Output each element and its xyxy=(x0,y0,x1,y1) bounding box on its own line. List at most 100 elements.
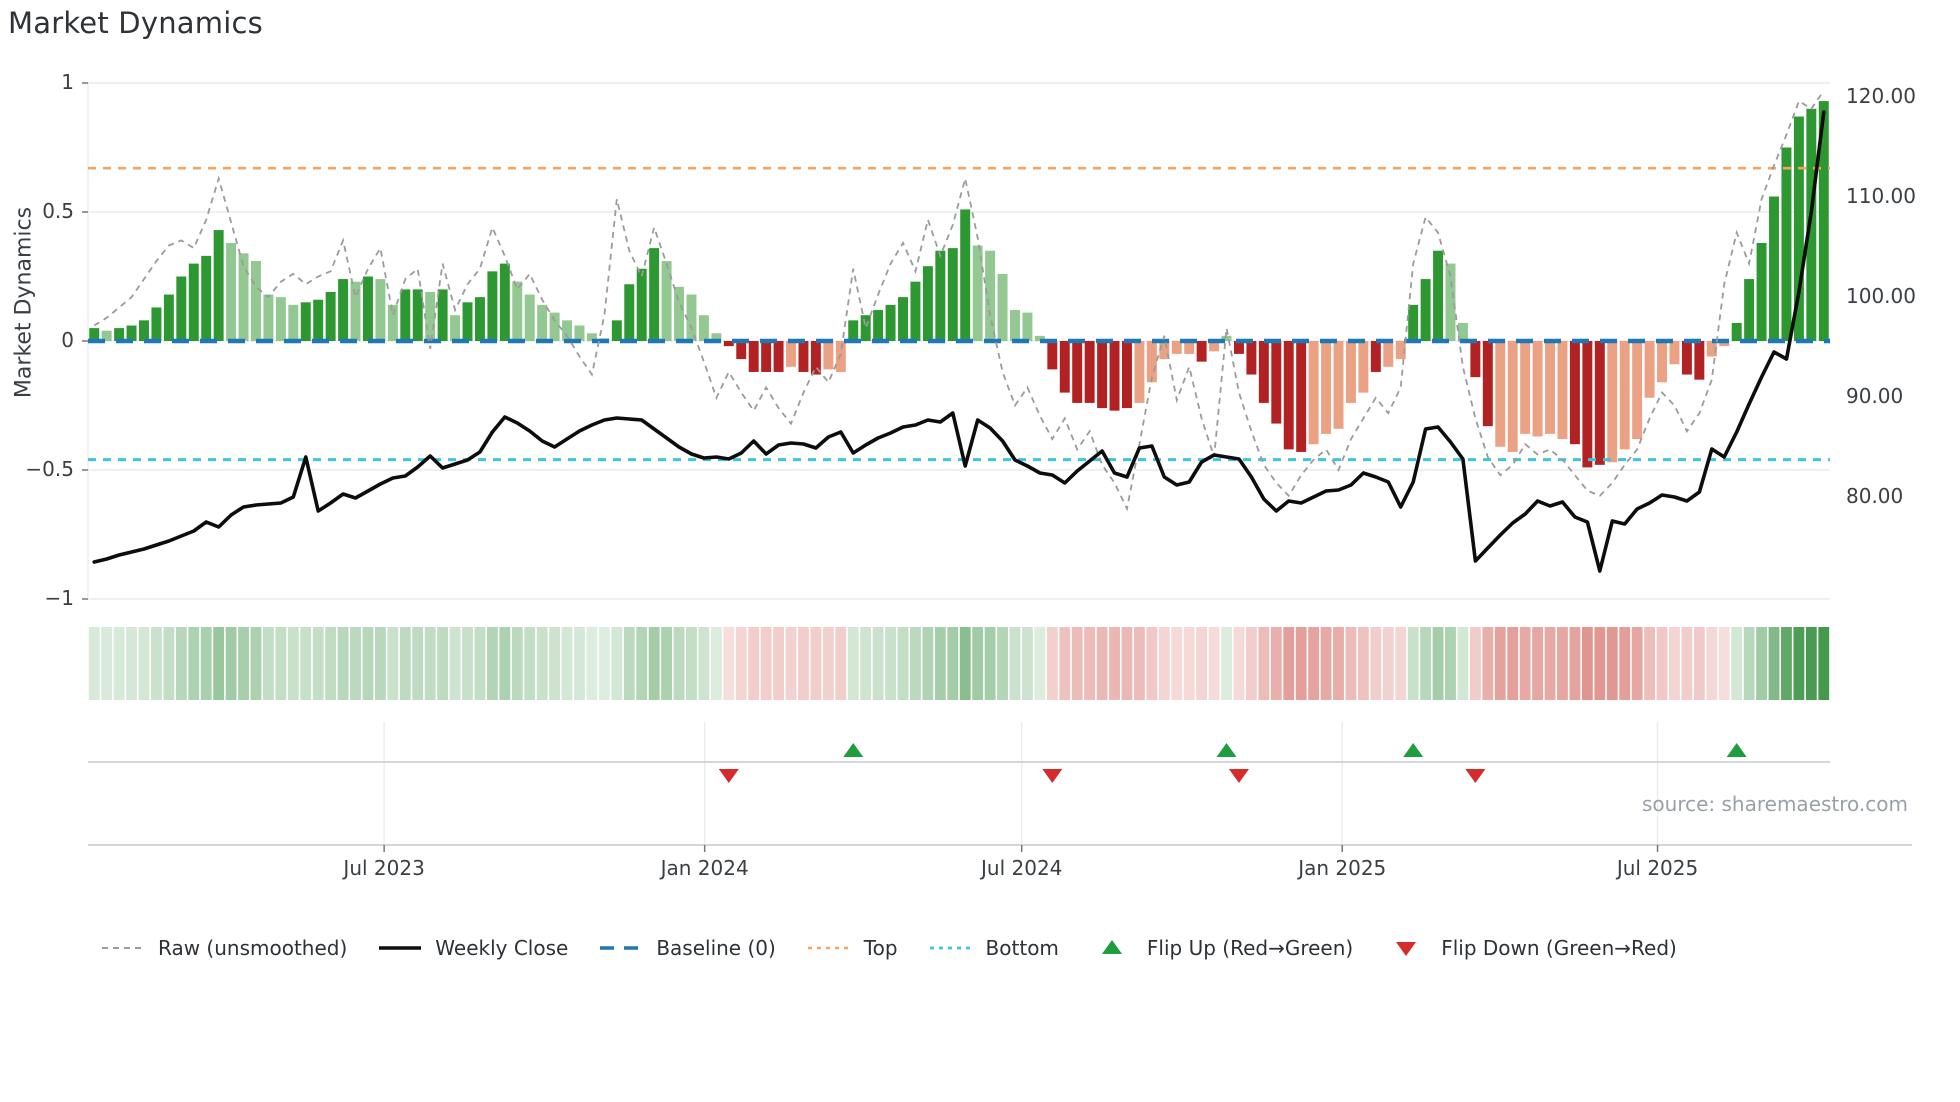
oscillator-bar xyxy=(114,328,125,341)
legend-swatch-dot-orange xyxy=(807,946,850,950)
tri-down-red-icon xyxy=(1396,942,1417,956)
oscillator-bar xyxy=(1806,108,1817,341)
oscillator-bar xyxy=(1532,341,1543,437)
heatmap-cell xyxy=(785,627,797,700)
oscillator-bar xyxy=(1507,341,1518,452)
oscillator-bar xyxy=(474,297,485,341)
heatmap-cell xyxy=(424,627,436,700)
oscillator-bar xyxy=(711,333,722,341)
oscillator-bar xyxy=(1607,341,1618,463)
legend-item: Flip Down (Green→Red) xyxy=(1383,936,1677,960)
heatmap-cell xyxy=(1196,627,1208,700)
y-right-tick-label: 80.00 xyxy=(1846,484,1904,508)
oscillator-bar xyxy=(1034,335,1045,341)
heatmap-cell xyxy=(611,627,623,700)
oscillator-bar xyxy=(1744,279,1755,341)
heatmap-cell xyxy=(1333,627,1344,700)
y-right-tick-label: 90.00 xyxy=(1846,384,1904,408)
heatmap-cell xyxy=(1594,627,1606,700)
heatmap-cell xyxy=(1357,627,1369,700)
oscillator-bar xyxy=(1296,341,1307,452)
oscillator-bar xyxy=(1793,116,1804,341)
y-left-tick-label: −1 xyxy=(44,586,74,610)
heatmap-cell xyxy=(1756,627,1767,700)
oscillator-bar xyxy=(139,320,149,341)
x-tick-label: Jan 2024 xyxy=(660,856,749,880)
heatmap-cell xyxy=(1445,627,1456,700)
heatmap-cell xyxy=(1009,627,1021,700)
legend-item-label: Weekly Close xyxy=(435,936,569,960)
heatmap-cell xyxy=(1295,627,1307,700)
heatmap-cell xyxy=(1059,627,1071,700)
heatmap-cell xyxy=(200,627,212,700)
heatmap-cell xyxy=(1544,627,1556,700)
oscillator-bar xyxy=(748,341,759,372)
legend: Raw (unsmoothed) Weekly Close Baseline (0)… xyxy=(100,936,1677,960)
heatmap-cell xyxy=(486,627,498,700)
oscillator-bar xyxy=(562,320,573,341)
oscillator-bar xyxy=(1383,341,1394,367)
heatmap-cell xyxy=(972,627,984,700)
heatmap-cell xyxy=(275,627,287,700)
oscillator-bar xyxy=(176,276,187,341)
axis-decorations xyxy=(82,82,1912,852)
price-polyline xyxy=(92,110,1826,573)
heatmap-cell xyxy=(1146,627,1158,700)
oscillator-bar xyxy=(898,297,908,341)
heatmap-cell xyxy=(362,627,374,700)
oscillator-bar xyxy=(1134,341,1145,403)
source-note: source: sharemaestro.com xyxy=(1642,792,1908,816)
heatmap-cell xyxy=(860,627,872,700)
heatmap-cell xyxy=(623,627,635,700)
heatmap-cell xyxy=(1469,627,1481,700)
oscillator-bar xyxy=(1370,341,1381,372)
oscillator-bar xyxy=(1569,341,1580,445)
legend-swatch-line-dashed-gray xyxy=(102,947,144,949)
heatmap-cell xyxy=(88,627,100,700)
heatmap-cell xyxy=(1382,627,1394,700)
oscillator-bar xyxy=(823,341,834,370)
y-left-tick-label: −0.5 xyxy=(25,457,74,481)
heatmap-cell xyxy=(225,627,237,700)
oscillator-bar xyxy=(910,281,921,341)
heatmap-cell xyxy=(263,627,274,700)
heatmap-cell xyxy=(897,627,909,700)
oscillator-bar xyxy=(1482,341,1493,427)
price-line xyxy=(92,110,1826,573)
oscillator-bar xyxy=(1196,341,1207,362)
flip-down-triangle-icon xyxy=(718,769,739,783)
heatmap-cell xyxy=(524,627,536,700)
heatmap-cell xyxy=(1420,627,1432,700)
heatmap-cell xyxy=(399,627,411,700)
heatmap-cell xyxy=(1681,627,1693,700)
oscillator-bar xyxy=(1209,341,1220,352)
heatmap-cell xyxy=(1507,627,1519,700)
heatmap-cell xyxy=(997,627,1008,700)
legend-item-label: Raw (unsmoothed) xyxy=(158,936,348,960)
oscillator-bar xyxy=(761,341,772,372)
heatmap-cell xyxy=(1519,627,1531,700)
heatmap-cell xyxy=(872,627,884,700)
heatmap-cell xyxy=(1134,627,1145,700)
oscillator-bar xyxy=(723,341,734,347)
heatmap-cell xyxy=(188,627,200,700)
heatmap-cell xyxy=(1818,627,1830,700)
heatmap-cell xyxy=(1432,627,1444,700)
heatmap-cell xyxy=(312,627,324,700)
legend-item: Bottom xyxy=(928,936,1059,960)
heatmap-cell xyxy=(698,627,710,700)
oscillator-bar xyxy=(611,320,622,341)
oscillator-bar xyxy=(188,263,199,341)
heatmap-cell xyxy=(163,627,175,700)
oscillator-bar xyxy=(362,276,373,341)
heatmap-cell xyxy=(1171,627,1183,700)
oscillator-bar xyxy=(935,250,946,341)
oscillator-bar xyxy=(997,273,1008,341)
heatmap-strip xyxy=(88,627,1830,700)
heatmap-cell xyxy=(885,627,896,700)
heatmap-cell xyxy=(1606,627,1618,700)
oscillator-bar xyxy=(1681,341,1692,375)
oscillator-bar xyxy=(1097,341,1108,409)
heatmap-cell xyxy=(1532,627,1544,700)
oscillator-bar xyxy=(450,315,461,341)
